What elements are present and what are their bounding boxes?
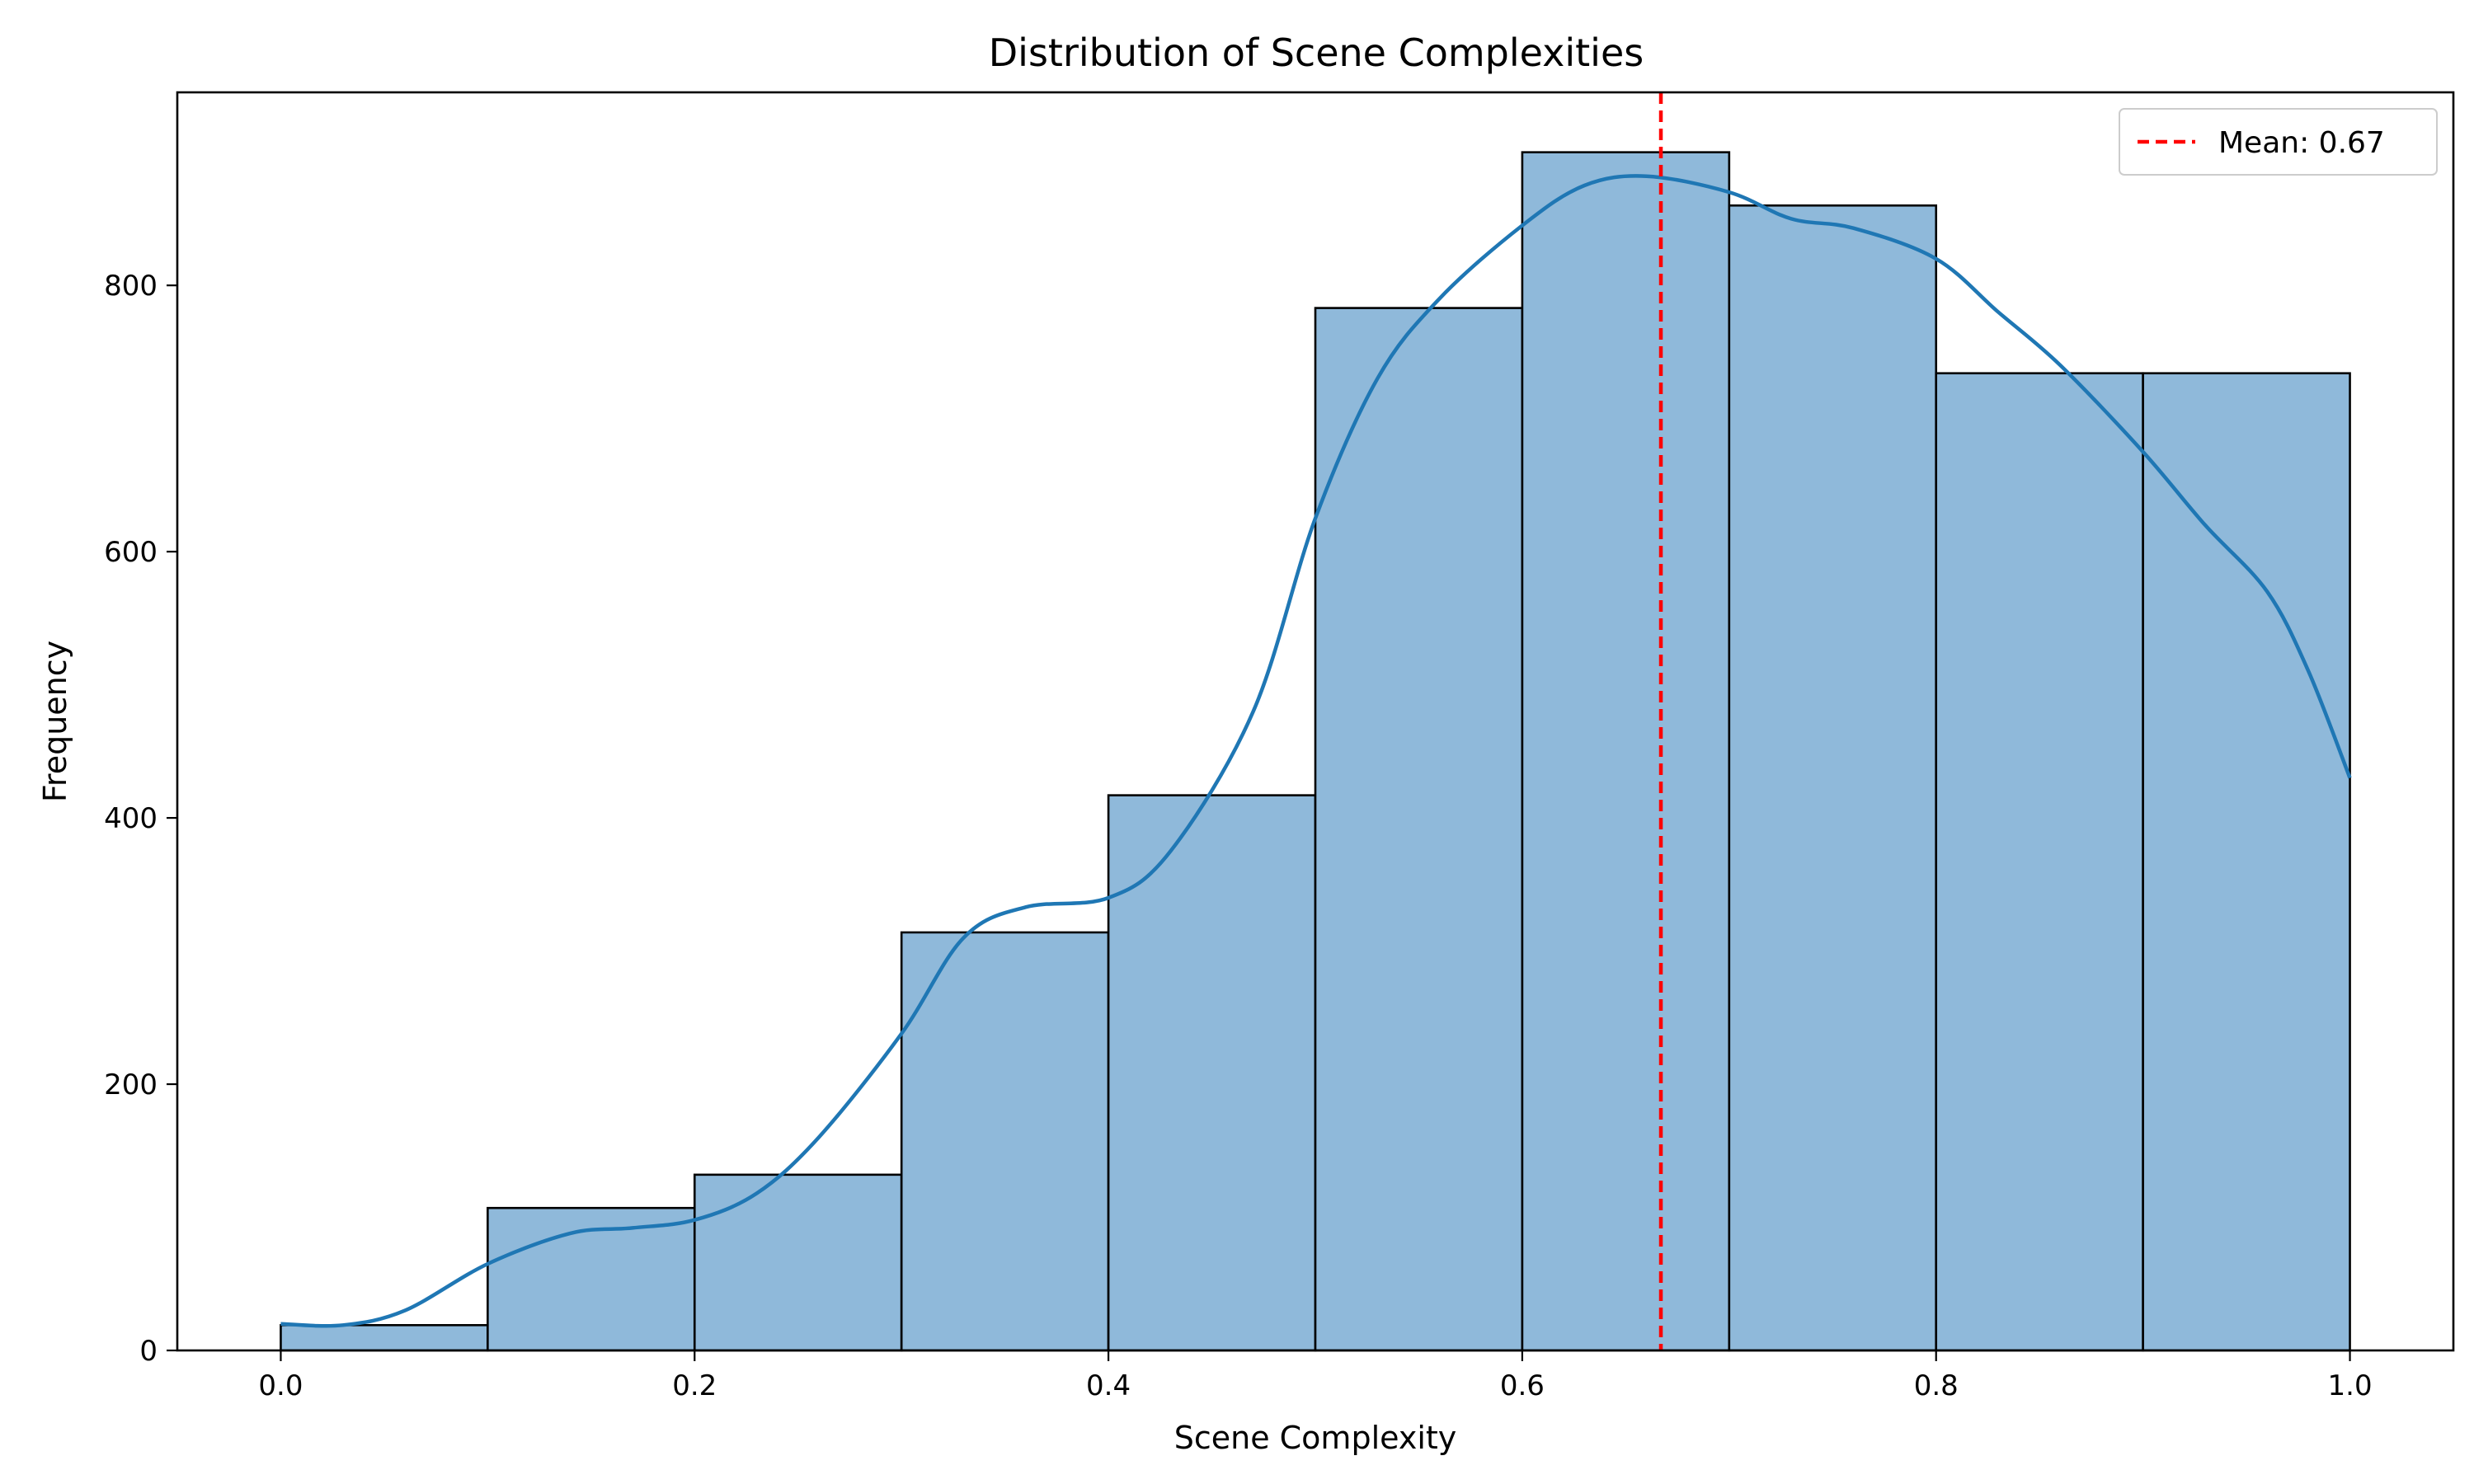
y-axis-label: Frequency — [37, 641, 73, 802]
histogram-bar — [900, 931, 1110, 1352]
plot-frame — [176, 91, 2455, 1352]
kde-curve — [280, 174, 2352, 1328]
histogram-bar — [693, 1173, 903, 1352]
x-axis-label: Scene Complexity — [1174, 1420, 1457, 1456]
y-tick-label: 800 — [104, 270, 158, 303]
histogram-bar — [280, 1324, 489, 1352]
histogram-bar — [2142, 372, 2351, 1352]
legend-box — [2119, 108, 2438, 176]
y-tick-label: 0 — [139, 1335, 158, 1368]
x-tick-label: 0.4 — [1086, 1369, 1131, 1402]
histogram-bar — [1728, 204, 1938, 1352]
histogram-bar — [1107, 794, 1317, 1352]
histogram-bar — [1314, 307, 1524, 1352]
x-tick-label: 0.0 — [258, 1369, 303, 1402]
x-tick-label: 0.8 — [1914, 1369, 1959, 1402]
legend-mean-label: Mean: 0.67 — [2218, 126, 2385, 160]
histogram-bar — [1521, 151, 1731, 1352]
y-tick-label: 600 — [104, 536, 158, 569]
chart-title: Distribution of Scene Complexities — [989, 31, 1644, 75]
x-tick-label: 0.2 — [672, 1369, 717, 1402]
x-tick-label: 1.0 — [2328, 1369, 2373, 1402]
y-tick-label: 200 — [104, 1068, 158, 1101]
x-tick-label: 0.6 — [1500, 1369, 1545, 1402]
legend: Mean: 0.67 — [2119, 108, 2438, 176]
y-tick-label: 400 — [104, 802, 158, 835]
histogram-bar — [1935, 372, 2144, 1352]
